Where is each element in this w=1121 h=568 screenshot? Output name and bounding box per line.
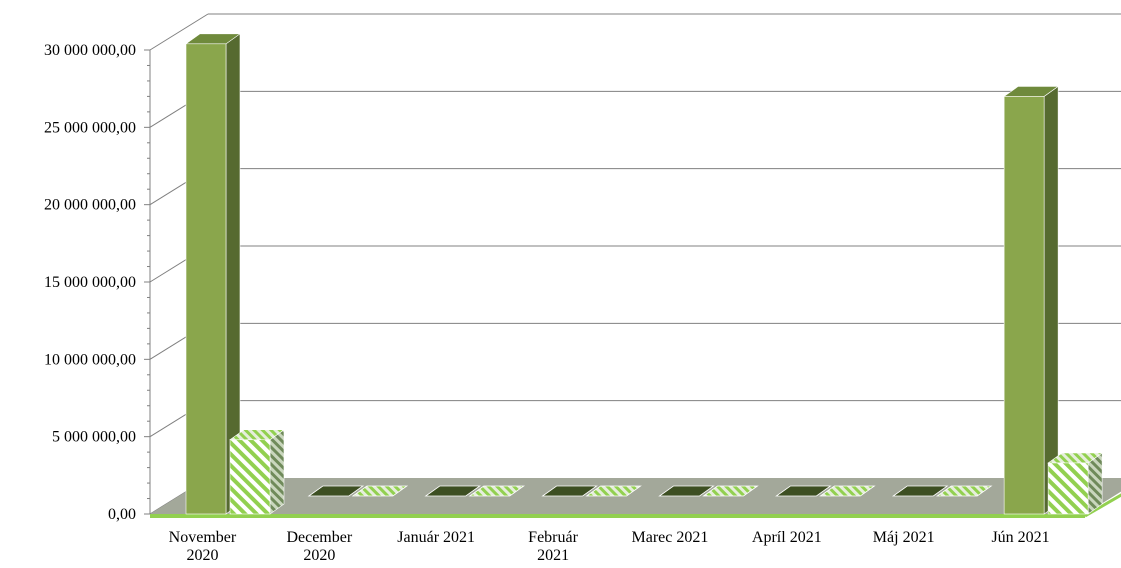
bar-series-1	[424, 485, 481, 497]
x-category-label: Február 2021	[528, 529, 578, 564]
x-category-label: Marec 2021	[632, 529, 709, 546]
bar-series-2	[819, 485, 876, 497]
x-category-label-line: Apríl 2021	[752, 529, 822, 546]
bar-series-2	[351, 485, 409, 497]
x-category-label: November 2020	[169, 529, 237, 564]
bar-zero-cap	[585, 485, 642, 497]
bar-zero-cap	[351, 485, 409, 497]
bar-series-2	[585, 485, 642, 497]
bar-zero-cap	[775, 485, 832, 497]
bar-series-1	[1003, 85, 1060, 515]
bar-series-1	[892, 485, 949, 497]
bar-zero-cap	[541, 485, 598, 497]
x-category-label: December 2020	[286, 529, 352, 564]
x-category-label: Január 2021	[397, 529, 475, 546]
bar-zero-cap	[307, 485, 365, 497]
y-tick-label: 25 000 000,00	[44, 119, 136, 136]
x-category-label-line: Jún 2021	[991, 529, 1049, 546]
bar-side-face	[1043, 85, 1059, 515]
x-category-label: Jún 2021	[991, 529, 1049, 546]
y-tick-label: 5 000 000,00	[52, 429, 136, 446]
y-tick-label: 15 000 000,00	[44, 274, 136, 291]
bar-zero-cap	[658, 485, 715, 497]
bar-series-2	[702, 485, 759, 497]
y-tick-label: 10 000 000,00	[44, 351, 136, 368]
x-category-label-line: Január 2021	[397, 529, 475, 546]
bar-series-2	[936, 485, 993, 497]
bar-zero-cap	[468, 485, 525, 497]
bar-series-1	[307, 485, 365, 497]
bar-front-face	[229, 439, 271, 515]
x-category-label-line: 2020	[186, 547, 218, 564]
x-category-label-line: 2021	[537, 547, 569, 564]
bar-series-1	[541, 485, 598, 497]
x-category-label-line: Marec 2021	[632, 529, 709, 546]
bar-zero-cap	[702, 485, 759, 497]
x-category-label: Apríl 2021	[752, 529, 822, 546]
bar-series-2	[468, 485, 525, 497]
bar-zero-cap	[819, 485, 876, 497]
x-category-label-line: Máj 2021	[873, 529, 935, 546]
bar-zero-cap	[424, 485, 481, 497]
floor-side-edge	[1084, 493, 1121, 518]
x-category-label-line: December	[286, 529, 352, 546]
x-category-label-line: 2020	[303, 547, 335, 564]
x-category-label-line: Február	[528, 529, 578, 546]
y-tick-label: 30 000 000,00	[44, 42, 136, 59]
x-category-label: Máj 2021	[873, 529, 935, 546]
bar-series-1	[775, 485, 832, 497]
bar-series-2	[1047, 452, 1104, 515]
bar-zero-cap	[936, 485, 993, 497]
bar-series-2	[229, 429, 285, 515]
bar-front-face	[185, 43, 227, 515]
gridline-side	[149, 13, 209, 51]
bar-front-face	[1003, 96, 1045, 515]
x-category-label-line: November	[169, 529, 237, 546]
bar-side-face	[269, 429, 285, 515]
bar-side-face	[1087, 452, 1103, 515]
bar-series-1	[658, 485, 715, 497]
bar-zero-cap	[892, 485, 949, 497]
y-tick-label: 20 000 000,00	[44, 197, 136, 214]
bar-front-face	[1047, 462, 1089, 515]
y-tick-label: 0,00	[108, 506, 136, 523]
